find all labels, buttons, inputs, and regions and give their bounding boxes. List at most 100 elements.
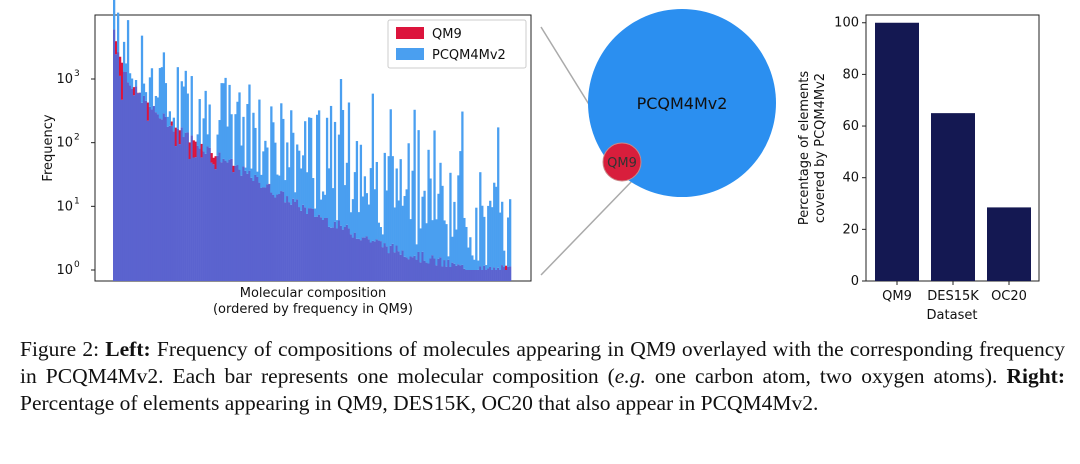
histogram-bar-excess bbox=[361, 196, 365, 238]
histogram-bar bbox=[234, 165, 237, 281]
caption-right-label: Right: bbox=[1006, 364, 1065, 388]
histogram-bar bbox=[391, 243, 394, 281]
histogram-bar-excess bbox=[260, 174, 263, 188]
histogram-bar-excess bbox=[226, 126, 229, 163]
histogram-bar bbox=[407, 259, 410, 281]
histogram-bar bbox=[453, 263, 456, 281]
histogram-bar bbox=[425, 262, 428, 281]
histogram-bar bbox=[204, 153, 207, 281]
histogram-bar-excess bbox=[381, 234, 384, 248]
histogram-bar-excess bbox=[445, 224, 448, 267]
venn-diagram: PCQM4Mv2 QM9 bbox=[540, 9, 776, 276]
histogram-bar bbox=[385, 246, 388, 281]
histogram-bar bbox=[355, 238, 359, 281]
histogram-bar-excess bbox=[405, 189, 408, 258]
histogram-bar bbox=[465, 270, 468, 281]
histogram-bar-excess bbox=[282, 118, 285, 192]
coverage-x-ticks: QM9 DES15K OC20 bbox=[882, 281, 1027, 304]
histogram-bar bbox=[182, 137, 185, 281]
caption-left-label: Left: bbox=[105, 337, 151, 361]
histogram-bar bbox=[244, 170, 247, 281]
histogram-bar-excess bbox=[485, 265, 488, 270]
histogram-bar-excess bbox=[284, 180, 287, 203]
histogram-bar-excess bbox=[339, 79, 343, 226]
histogram-bar-excess bbox=[497, 127, 500, 268]
histogram-bar bbox=[134, 86, 138, 282]
histogram-bar-excess bbox=[453, 201, 456, 264]
histogram-bar bbox=[373, 241, 376, 281]
histogram-bar bbox=[126, 82, 130, 281]
histogram-bar bbox=[268, 184, 271, 281]
histogram-bar-excess bbox=[238, 92, 241, 170]
histogram-bar-excess bbox=[427, 149, 430, 264]
histogram-bar bbox=[258, 182, 261, 281]
histogram-bar-excess bbox=[228, 84, 231, 160]
histogram-bar-excess bbox=[407, 143, 410, 260]
histogram-bar-excess bbox=[403, 196, 406, 257]
histogram-bar bbox=[371, 240, 374, 281]
histogram-bar bbox=[148, 106, 152, 282]
histogram-bar-excess bbox=[387, 156, 390, 254]
histogram-bar-excess bbox=[190, 76, 193, 136]
histogram-bar-excess bbox=[182, 86, 185, 138]
histogram-bar-excess bbox=[341, 110, 345, 230]
histogram-bar-excess bbox=[308, 117, 311, 209]
histogram-bar bbox=[503, 267, 506, 281]
histogram-bar bbox=[365, 236, 369, 281]
histogram-bar-excess bbox=[130, 78, 134, 89]
histogram-bar-excess bbox=[463, 217, 466, 269]
histogram-bar bbox=[339, 225, 343, 281]
histogram-bar-excess bbox=[224, 77, 227, 161]
histogram-bar-excess bbox=[128, 73, 132, 86]
histogram-bar-excess bbox=[477, 260, 480, 270]
histogram-bar-excess bbox=[451, 236, 454, 263]
histogram-bar bbox=[306, 213, 309, 281]
histogram-bar bbox=[317, 214, 321, 281]
histogram-bar bbox=[146, 120, 150, 281]
histogram-y-tick-exponent: 0 bbox=[74, 260, 80, 270]
coverage-bars bbox=[875, 22, 1031, 282]
histogram-bar bbox=[308, 208, 311, 281]
histogram-bar-excess bbox=[250, 168, 253, 178]
histogram-bar bbox=[379, 241, 382, 281]
histogram-bar bbox=[423, 260, 426, 281]
caption-eg: e.g. bbox=[614, 364, 646, 388]
histogram-bar-excess bbox=[186, 93, 189, 133]
histogram-bar bbox=[377, 240, 380, 281]
histogram-bar-excess bbox=[116, 12, 120, 53]
histogram-bar bbox=[361, 237, 365, 281]
histogram-bar-excess bbox=[501, 201, 504, 266]
histogram-bar bbox=[266, 184, 269, 281]
histogram-bar bbox=[349, 234, 353, 281]
histogram-bar-excess bbox=[505, 265, 508, 270]
histogram-bar bbox=[495, 270, 498, 281]
histogram-bar bbox=[256, 176, 259, 281]
histogram-bar-excess bbox=[114, 41, 118, 55]
histogram-bar-excess bbox=[383, 152, 386, 244]
histogram-bar bbox=[224, 160, 227, 281]
histogram-bar-excess bbox=[327, 168, 331, 227]
histogram-bar bbox=[431, 255, 434, 281]
histogram-bar bbox=[276, 194, 279, 281]
histogram-bar bbox=[335, 228, 339, 281]
histogram-bar bbox=[499, 270, 502, 281]
histogram-bar-excess bbox=[144, 92, 148, 101]
histogram-bar-excess bbox=[371, 93, 374, 241]
histogram-bar-excess bbox=[321, 191, 325, 220]
histogram-bar-excess bbox=[369, 168, 372, 243]
histogram-bar-excess bbox=[178, 130, 181, 145]
histogram-bar bbox=[419, 262, 422, 281]
histogram-bar bbox=[473, 270, 476, 281]
histogram-bar bbox=[304, 207, 307, 281]
histogram-bar bbox=[290, 204, 293, 281]
histogram-bar bbox=[272, 195, 275, 281]
histogram-bar-excess bbox=[276, 174, 279, 195]
histogram-bar bbox=[319, 217, 323, 281]
histogram-bar-excess bbox=[473, 259, 476, 270]
histogram-bar-excess bbox=[216, 134, 219, 156]
histogram-bar bbox=[242, 166, 245, 281]
histogram-bar bbox=[449, 267, 452, 281]
coverage-bar-oc20 bbox=[987, 207, 1031, 281]
histogram-bar bbox=[417, 251, 420, 281]
